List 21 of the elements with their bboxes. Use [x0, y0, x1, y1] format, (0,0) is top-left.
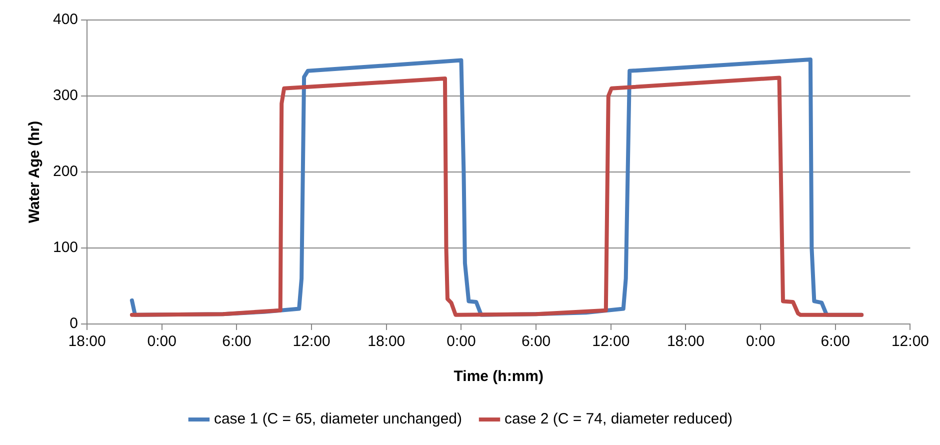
- y-axis-title: Water Age (hr): [26, 120, 44, 224]
- y-tick-label: 400: [52, 11, 78, 28]
- y-tick-label: 100: [52, 239, 78, 256]
- x-tick-label: 6:00: [521, 333, 551, 350]
- legend-label: case 2 (C = 74, diameter reduced): [504, 410, 733, 428]
- x-tick-label: 6:00: [222, 333, 252, 350]
- y-tick-label: 200: [52, 163, 78, 180]
- legend-label: case 1 (C = 65, diameter unchanged): [214, 410, 462, 428]
- x-tick-label: 18:00: [368, 333, 406, 350]
- y-tick-label: 0: [70, 315, 78, 332]
- x-tick-label: 0:00: [147, 333, 176, 350]
- x-tick-label: 0:00: [746, 333, 776, 350]
- x-axis-title: Time (h:mm): [454, 368, 544, 386]
- x-tick-label: 12:00: [292, 333, 330, 350]
- x-tick-label: 12:00: [592, 333, 630, 350]
- x-tick-label: 18:00: [68, 333, 106, 350]
- x-tick-label: 18:00: [666, 333, 704, 350]
- x-tick-label: 12:00: [891, 333, 930, 350]
- y-tick-label: 300: [52, 87, 78, 104]
- x-tick-label: 6:00: [820, 333, 850, 350]
- x-tick-label: 0:00: [446, 333, 476, 350]
